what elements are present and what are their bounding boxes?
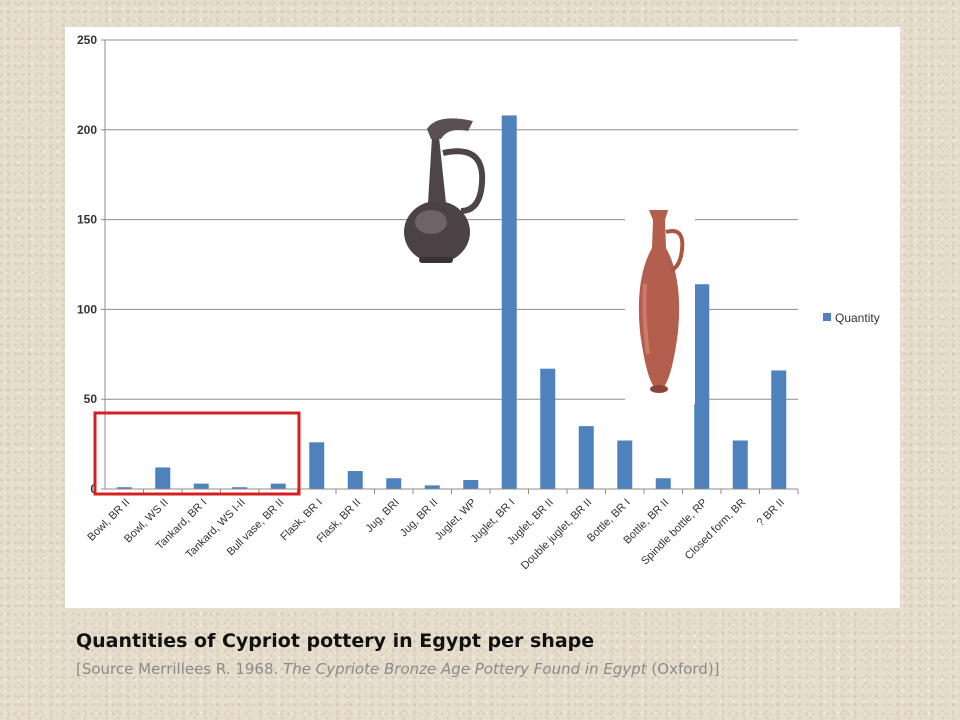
cypriot-jug-image [404,118,486,263]
bar [501,115,517,489]
bar [540,368,556,489]
bar [732,440,748,489]
bar [617,440,633,489]
chart-panel: 0 50 100 150 200 250 Bowl, BR II Bowl, WS II Ta… [65,27,900,608]
x-tick-label: Jug, BRI [364,497,402,535]
bar [386,478,402,489]
y-tick-label: 150 [77,213,97,227]
y-tick-label: 100 [77,302,97,316]
source-suffix: (Oxford)] [646,660,720,678]
bar [655,478,671,489]
legend: Quantity [823,311,880,325]
caption-title: Quantities of Cypriot pottery in Egypt p… [76,630,595,652]
legend-label: Quantity [835,311,880,325]
bar [309,442,325,489]
highlight-box [93,411,301,496]
bar [771,370,787,489]
bar [232,487,248,489]
y-tick-label: 50 [84,392,98,406]
y-tick-label: 250 [77,33,97,47]
bar [424,485,440,489]
bar [116,487,132,489]
bar [270,483,286,489]
x-tick-label: Double juglet, BR II [519,497,595,573]
bar [694,284,710,489]
source-prefix: [Source Merrillees R. 1968. [76,660,284,678]
x-tick-label: Spindle bottle, RP [639,497,710,568]
x-tick-label: ? BR II [755,497,787,529]
legend-swatch [823,313,831,321]
bar [578,426,594,489]
source-book-title: The Cypriote Bronze Age Pottery Found in… [283,660,647,678]
bar [463,480,479,489]
bar [347,471,363,489]
bar [193,483,209,489]
bar [155,467,171,489]
caption-source: [Source Merrillees R. 1968. The Cypriote… [76,660,720,678]
y-tick-label: 200 [77,123,97,137]
spindle-bottle-image [625,204,695,404]
